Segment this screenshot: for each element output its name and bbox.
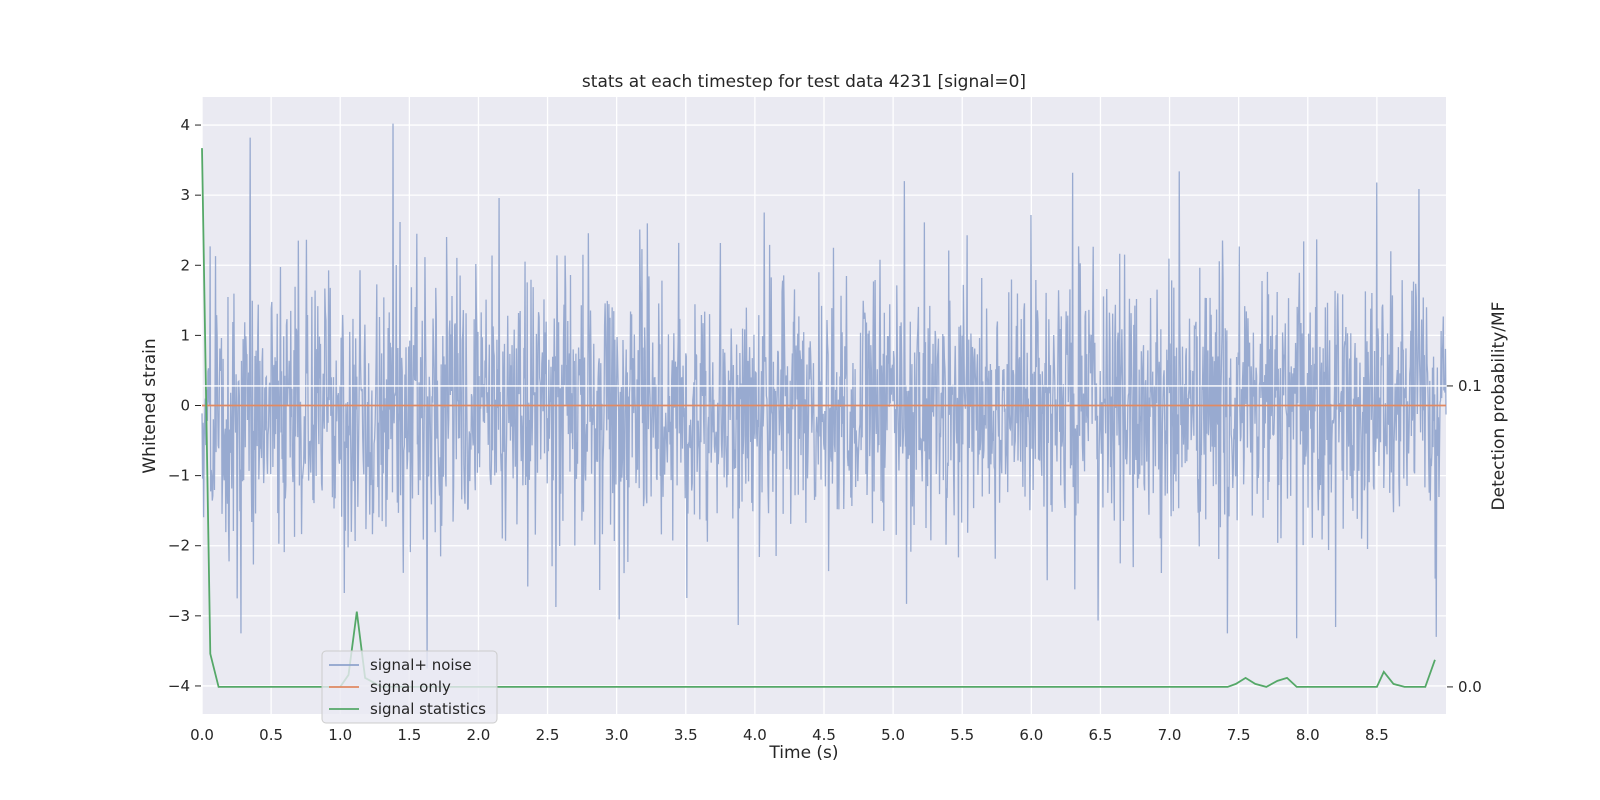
- chart-title: stats at each timestep for test data 423…: [582, 72, 1026, 92]
- legend-label: signal statistics: [370, 700, 486, 718]
- y-tick-label: 3: [180, 186, 190, 204]
- y2-tick-label: 0.0: [1458, 678, 1482, 696]
- x-tick-label: 3.5: [674, 726, 698, 744]
- legend: signal+ noise signal only signal statistic…: [321, 650, 498, 724]
- x-tick-label: 6.0: [1019, 726, 1043, 744]
- y-tick-label: −1: [168, 467, 190, 485]
- x-tick-label: 8.5: [1365, 726, 1389, 744]
- legend-label: signal+ noise: [370, 656, 472, 674]
- x-tick-label: 7.5: [1227, 726, 1251, 744]
- x-tick-label: 2.0: [467, 726, 491, 744]
- x-tick-label: 7.0: [1158, 726, 1182, 744]
- series-line-signal-statistics: [201, 148, 1436, 688]
- legend-label: signal only: [370, 678, 451, 696]
- x-tick-label: 6.5: [1089, 726, 1113, 744]
- legend-box: [321, 650, 498, 724]
- y-axis-label: Whitened strain: [140, 338, 160, 473]
- y-tick-label: −2: [168, 537, 190, 555]
- axes-layer: 0.0 0.5 1.0 1.5 2.0 2.5 3.0 3.5 4.0 4.5 5.0 5.5 6.0 6…: [168, 116, 1482, 744]
- y-tick-label: 1: [180, 326, 190, 344]
- x-axis-label: Time (s): [768, 743, 838, 763]
- series-layer: [201, 123, 1447, 688]
- y-tick-label: 0: [180, 397, 190, 415]
- x-tick-label: 0.5: [259, 726, 283, 744]
- y-tick-label: 4: [180, 116, 190, 134]
- x-tick-label: 5.5: [950, 726, 974, 744]
- x-tick-label: 8.0: [1296, 726, 1320, 744]
- y-tick-label: 2: [180, 256, 190, 274]
- y-tick-label: −4: [168, 677, 190, 695]
- y2-axis-label: Detection probability/MF: [1489, 302, 1509, 511]
- x-tick-label: 4.5: [812, 726, 836, 744]
- x-tick-label: 3.0: [605, 726, 629, 744]
- x-tick-label: 5.0: [881, 726, 905, 744]
- x-tick-label: 0.0: [190, 726, 214, 744]
- x-tick-label: 1.5: [397, 726, 421, 744]
- y2-tick-label: 0.1: [1458, 377, 1482, 395]
- x-tick-label: 2.5: [536, 726, 560, 744]
- y-tick-label: −3: [168, 607, 190, 625]
- x-tick-label: 4.0: [743, 726, 767, 744]
- series-line-signal-plus-noise: [201, 123, 1447, 669]
- x-tick-label: 1.0: [328, 726, 352, 744]
